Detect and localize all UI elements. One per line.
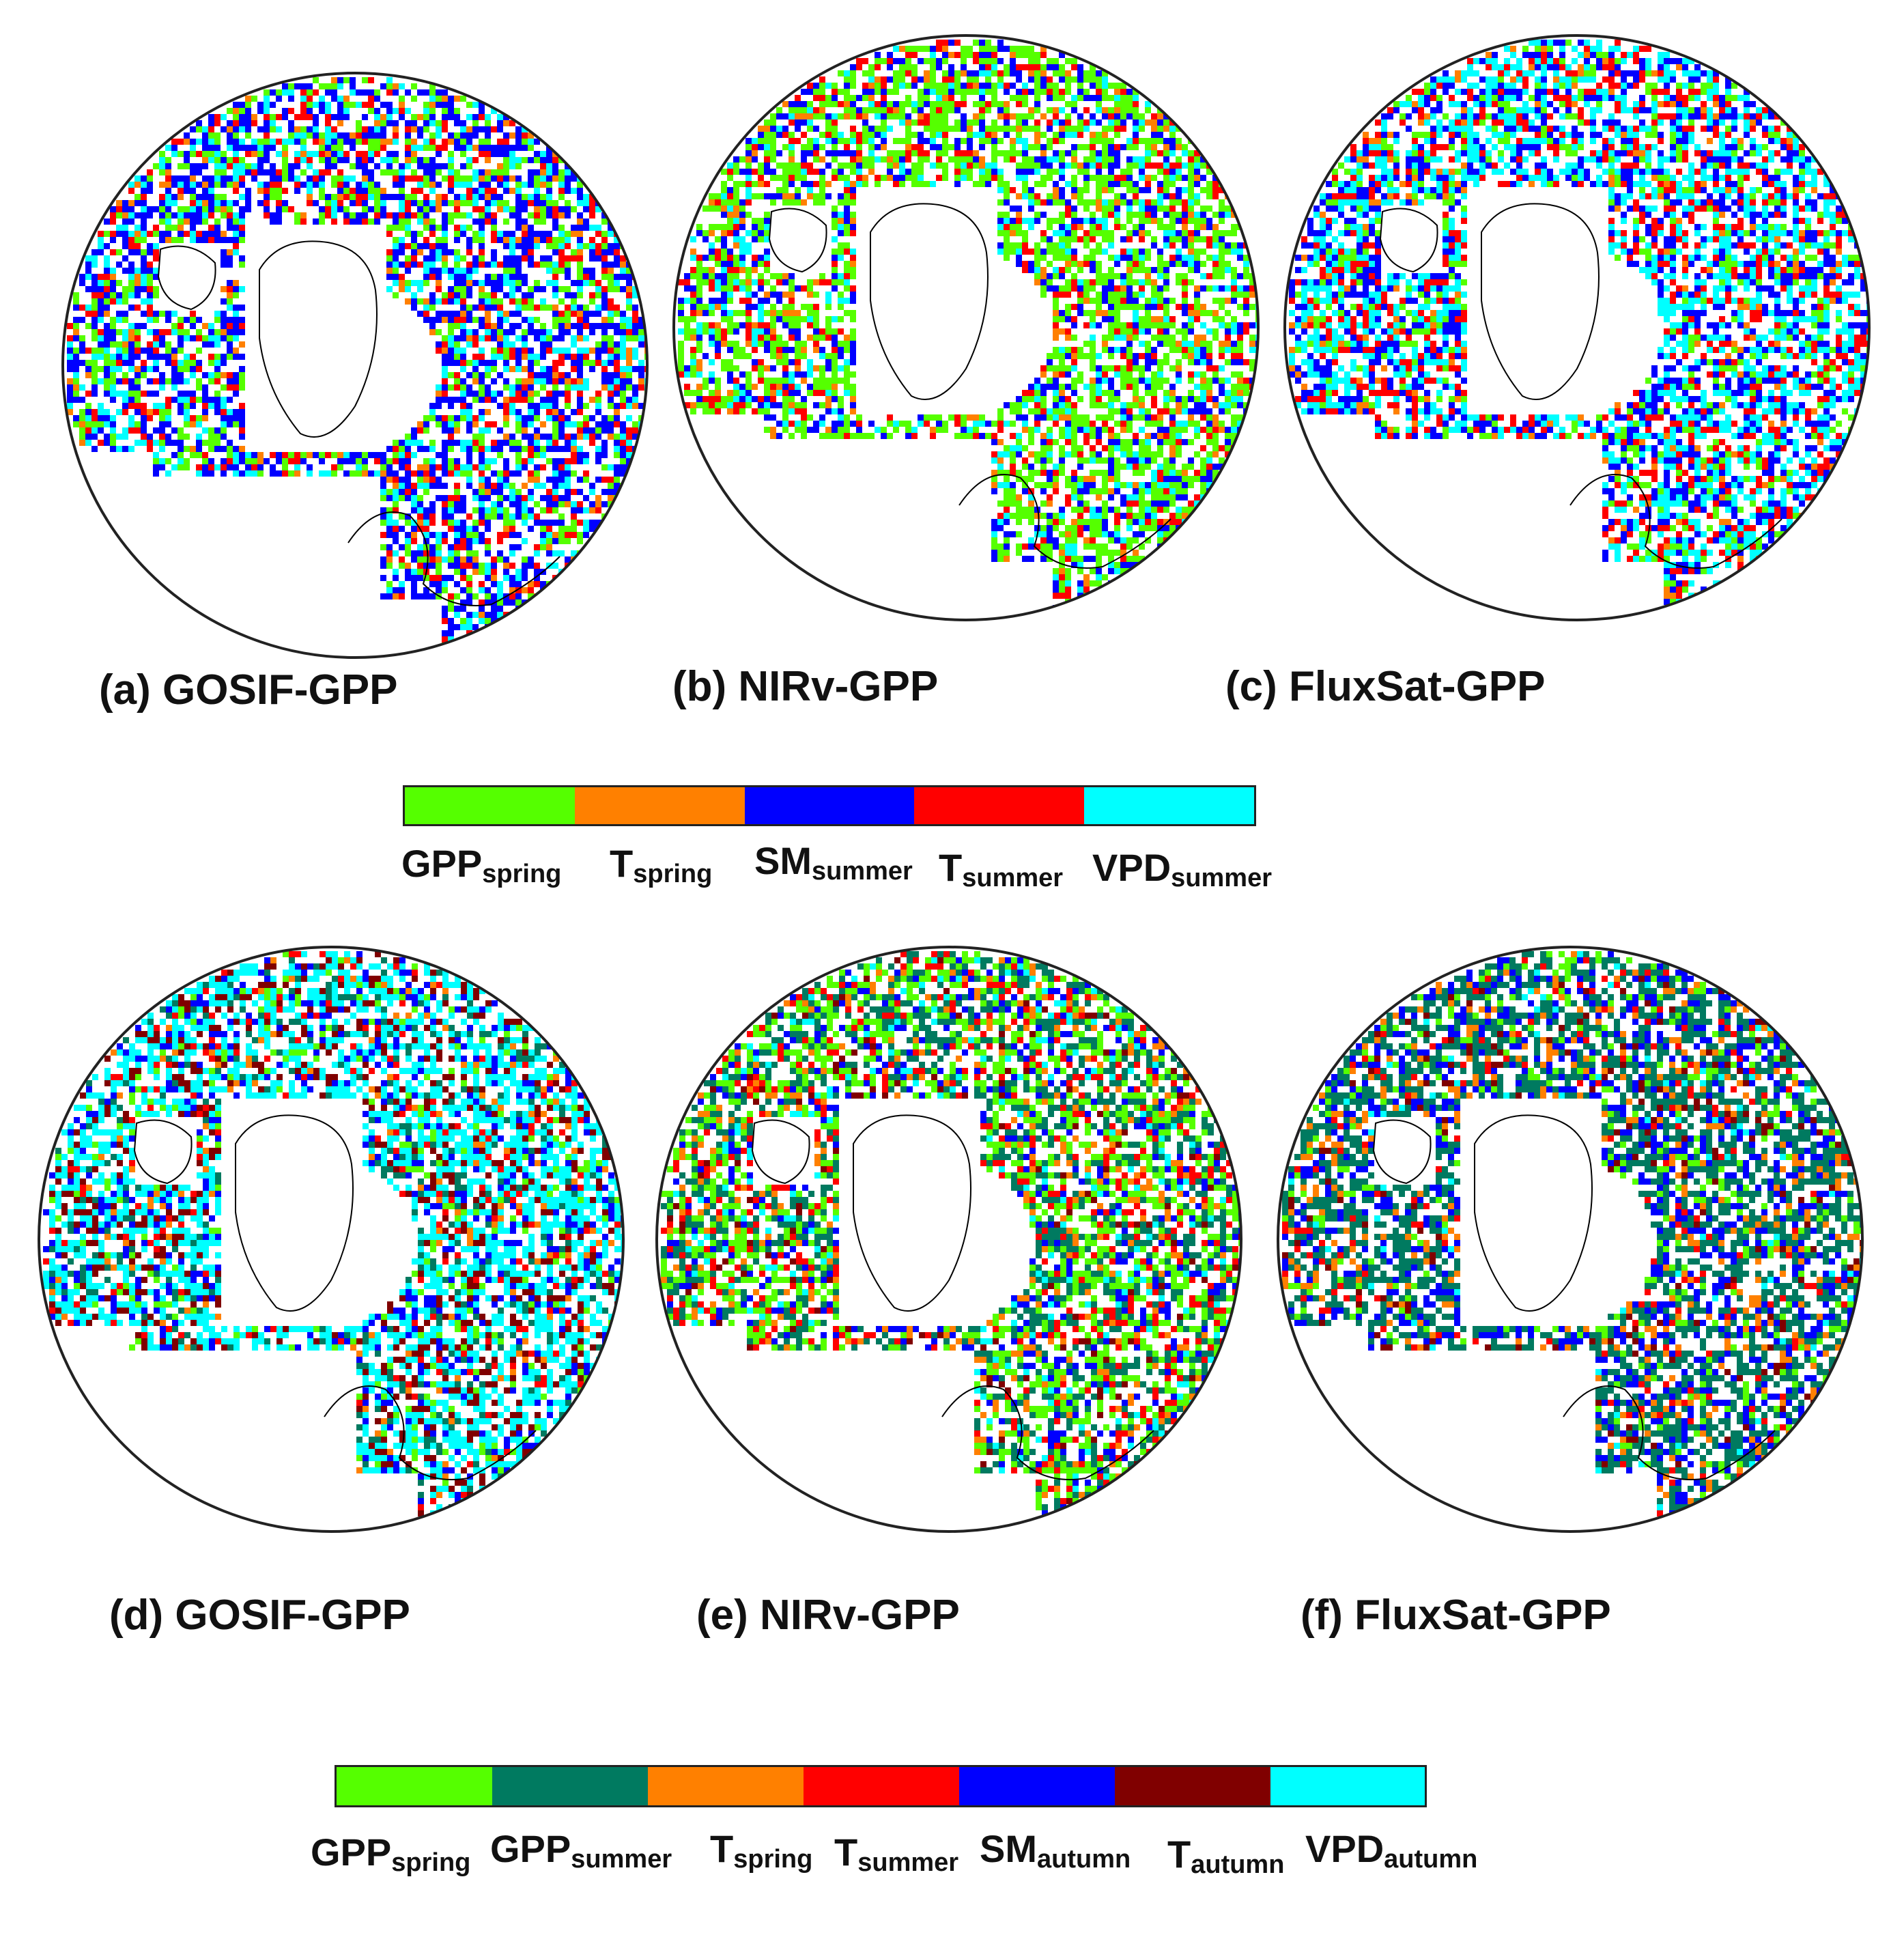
map-boundary-circle <box>1283 34 1871 621</box>
hudson-bay-outline <box>1379 208 1438 273</box>
coastline <box>347 511 560 606</box>
colorbar-swatch <box>1084 787 1254 824</box>
polar-map <box>61 72 649 659</box>
hudson-bay-outline <box>751 1119 810 1185</box>
map-panel-e <box>649 939 1249 1540</box>
greenland-outline <box>1481 203 1600 400</box>
polar-map <box>1277 946 1864 1533</box>
panel-label-f: (f) FluxSat-GPP <box>1301 1591 1611 1639</box>
colorbar-swatch <box>647 1767 804 1805</box>
legend-label: VPDsummer <box>1092 845 1272 893</box>
legend-label: Tspring <box>710 1826 812 1874</box>
legend-label: GPPsummer <box>490 1826 672 1874</box>
colorbar-swatch <box>1270 1767 1425 1805</box>
panel-label-c: (c) FluxSat-GPP <box>1225 662 1546 711</box>
map-boundary-circle <box>38 946 625 1533</box>
panel-label-d: (d) GOSIF-GPP <box>109 1591 410 1639</box>
map-panel-b <box>666 27 1266 628</box>
polar-map <box>672 34 1260 621</box>
colorbar-swatch <box>744 787 915 824</box>
land-pixels <box>1282 951 1862 1516</box>
legend-label: Tautumn <box>1167 1832 1284 1880</box>
map-boundary-circle <box>672 34 1260 621</box>
hudson-bay-outline <box>768 208 827 273</box>
map-panel-c <box>1277 27 1877 628</box>
legend-label: Tspring <box>610 841 712 889</box>
map-panel-f <box>1270 939 1871 1540</box>
colorbar-swatch <box>1114 1767 1270 1805</box>
map-boundary-circle <box>1277 946 1864 1533</box>
land-pixels <box>661 951 1241 1516</box>
greenland-outline <box>1474 1114 1593 1312</box>
hudson-bay-outline <box>1372 1119 1432 1185</box>
panel-label-a: (a) GOSIF-GPP <box>99 666 397 714</box>
map-panel-d <box>31 939 631 1540</box>
colorbar-swatch <box>574 787 745 824</box>
colorbar-swatch <box>914 787 1085 824</box>
map-boundary-circle <box>61 72 649 659</box>
legend-label: GPPspring <box>401 841 561 889</box>
land-pixels <box>1289 40 1869 605</box>
colorbar-swatch <box>492 1767 648 1805</box>
legend-label: VPDautumn <box>1305 1826 1477 1874</box>
colorbar-swatch <box>803 1767 959 1805</box>
colorbar-top <box>403 785 1256 826</box>
polar-map <box>38 946 625 1533</box>
greenland-outline <box>259 240 378 438</box>
map-panel-a <box>55 65 655 666</box>
colorbar-swatch <box>405 787 575 824</box>
colorbar-bottom <box>335 1765 1427 1807</box>
coastline <box>324 1385 537 1480</box>
legend-label: Tsummer <box>939 845 1063 893</box>
coastline <box>1569 474 1782 569</box>
coastline <box>941 1385 1154 1480</box>
greenland-outline <box>853 1114 971 1312</box>
polar-map <box>655 946 1242 1533</box>
hudson-bay-outline <box>133 1119 193 1185</box>
greenland-outline <box>235 1114 354 1312</box>
coastline <box>958 474 1171 569</box>
legend-label: GPPspring <box>311 1830 470 1878</box>
colorbar-swatch <box>958 1767 1115 1805</box>
hudson-bay-outline <box>157 245 216 311</box>
legend-label: SMautumn <box>980 1826 1131 1874</box>
land-pixels <box>67 77 647 649</box>
land-pixels <box>678 40 1258 611</box>
panel-label-b: (b) NIRv-GPP <box>672 662 938 711</box>
polar-map <box>1283 34 1871 621</box>
map-boundary-circle <box>655 946 1242 1533</box>
greenland-outline <box>870 203 989 400</box>
legend-label: Tsummer <box>834 1830 958 1878</box>
land-pixels <box>43 951 623 1516</box>
legend-label: SMsummer <box>754 838 913 886</box>
panel-label-e: (e) NIRv-GPP <box>696 1591 960 1639</box>
colorbar-swatch <box>337 1767 492 1805</box>
coastline <box>1563 1385 1776 1480</box>
